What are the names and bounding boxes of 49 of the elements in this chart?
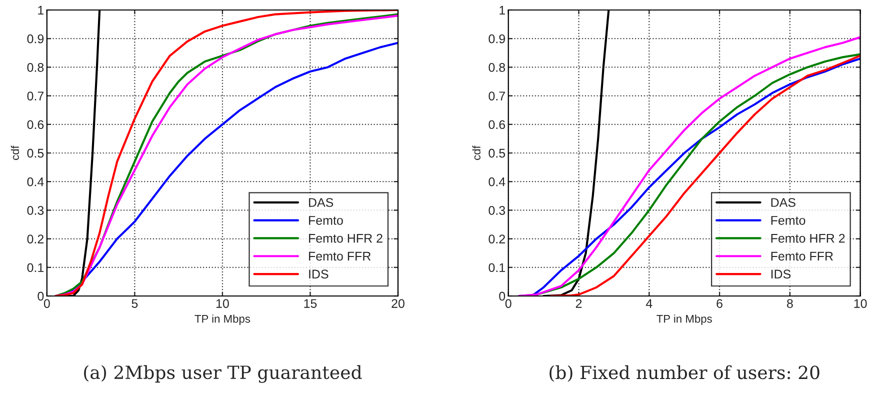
legend-label: Femto	[771, 216, 806, 225]
x-tick-label: 10	[216, 299, 229, 308]
y-tick-label: 0.3	[27, 206, 44, 215]
x-tick-label: 20	[392, 299, 404, 308]
x-axis-title: TP in Mbps	[656, 314, 712, 325]
y-tick-label: 0.4	[27, 177, 44, 186]
x-tick-label: 5	[132, 299, 138, 308]
x-tick-label: 10	[854, 299, 867, 308]
y-tick-label: 1	[38, 6, 44, 15]
y-tick-label: 0.9	[488, 34, 505, 44]
y-tick-label: 0.8	[488, 63, 506, 72]
y-tick-label: 0.7	[27, 92, 44, 100]
x-tick-label: 4	[646, 299, 652, 308]
y-tick-label: 0.2	[488, 234, 505, 244]
legend-label: Femto FFR	[771, 252, 833, 261]
text: (b) Fixed number of users: 20	[550, 365, 820, 382]
legend-label: DAS	[771, 198, 796, 207]
legend-label: Femto HFR 2	[771, 234, 845, 243]
y-tick-label: 0.6	[27, 120, 44, 130]
x-tick-label: 15	[304, 299, 317, 308]
x-tick-label: 2	[576, 299, 582, 308]
y-tick-label: 0.4	[488, 177, 506, 186]
y-tick-label: 0.2	[27, 234, 44, 244]
y-tick-label: 0	[499, 292, 506, 301]
y-tick-label: 0.3	[488, 206, 506, 215]
y-tick-label: 0.5	[27, 148, 44, 158]
y-tick-label: 1	[500, 6, 505, 15]
x-tick-label: 0	[505, 299, 512, 308]
x-axis-title: TP in Mbps	[194, 314, 250, 325]
text: (a) 2Mbps user TP guaranteed	[84, 365, 362, 383]
y-tick-label: 0.1	[27, 263, 44, 272]
legend-label: IDS	[771, 270, 791, 279]
y-tick-label: 0.1	[488, 263, 505, 272]
y-tick-label: 0.9	[27, 34, 44, 44]
y-axis-title: cdf	[472, 146, 480, 160]
x-tick-label: 8	[786, 299, 793, 308]
y-tick-label: 0	[38, 292, 44, 301]
legend-label: Femto	[309, 216, 343, 225]
x-tick-label: 6	[716, 299, 722, 308]
legend-label: DAS	[309, 198, 334, 207]
legend-label: Femto HFR 2	[309, 234, 382, 243]
y-tick-label: 0.5	[488, 148, 506, 158]
x-tick-label: 0	[44, 299, 50, 308]
y-tick-label: 0.6	[488, 120, 506, 130]
y-tick-label: 0.7	[488, 92, 505, 100]
legend-label: IDS	[309, 270, 328, 279]
legend-label: Femto FFR	[309, 252, 371, 261]
y-axis-title: cdf	[10, 146, 20, 160]
y-tick-label: 0.8	[27, 63, 44, 72]
